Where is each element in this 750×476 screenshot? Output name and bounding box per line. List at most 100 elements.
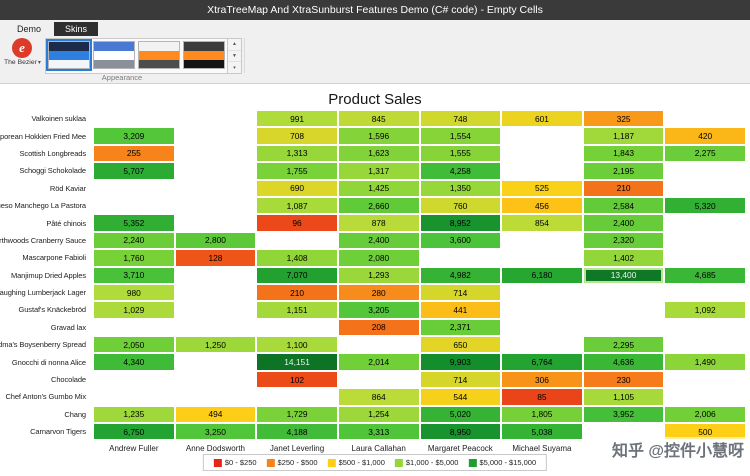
heatmap-cell[interactable]: 1,087: [257, 197, 337, 214]
heatmap-cell[interactable]: 714: [420, 371, 501, 388]
heatmap-cell[interactable]: 5,320: [665, 197, 745, 214]
heatmap-cell[interactable]: 208: [338, 319, 419, 336]
heatmap-cell[interactable]: 2,006: [665, 406, 745, 423]
heatmap-cell[interactable]: 102: [257, 371, 337, 388]
heatmap-cell[interactable]: 878: [338, 215, 419, 231]
heatmap-cell[interactable]: 2,584: [583, 197, 664, 214]
gallery-scroll-up-button[interactable]: ▲: [228, 39, 241, 51]
heatmap-cell[interactable]: 2,080: [338, 250, 419, 266]
heatmap-cell[interactable]: 210: [583, 180, 664, 196]
heatmap-cell[interactable]: 1,596: [338, 128, 419, 144]
tab-skins[interactable]: Skins: [54, 22, 99, 36]
heatmap-cell[interactable]: 4,636: [583, 354, 664, 370]
heatmap-cell[interactable]: 2,195: [583, 163, 664, 179]
heatmap-cell[interactable]: 544: [420, 389, 501, 405]
heatmap-cell[interactable]: 2,050: [94, 337, 174, 353]
heatmap-cell[interactable]: 748: [420, 111, 501, 127]
heatmap-cell[interactable]: 5,707: [94, 163, 174, 179]
heatmap-cell[interactable]: 1,105: [583, 389, 664, 405]
heatmap-cell[interactable]: 8,950: [420, 424, 501, 440]
heatmap-cell[interactable]: 991: [257, 111, 337, 127]
heatmap-cell[interactable]: 601: [502, 111, 582, 127]
heatmap-cell[interactable]: 1,554: [420, 128, 501, 144]
heatmap-cell[interactable]: 7,070: [257, 267, 337, 283]
heatmap-cell[interactable]: 1,408: [257, 250, 337, 266]
heatmap-cell[interactable]: 1,254: [338, 406, 419, 423]
skin-thumbnail[interactable]: [138, 41, 180, 69]
heatmap-cell[interactable]: 690: [257, 180, 337, 196]
heatmap-cell[interactable]: 6,764: [502, 354, 582, 370]
heatmap-cell[interactable]: 3,600: [420, 232, 501, 249]
heatmap-cell[interactable]: 6,180: [502, 267, 582, 283]
heatmap-cell[interactable]: 2,400: [583, 215, 664, 231]
heatmap-cell[interactable]: 1,843: [583, 145, 664, 162]
heatmap-cell[interactable]: 9,903: [420, 354, 501, 370]
heatmap-cell[interactable]: 2,400: [338, 232, 419, 249]
heatmap-cell[interactable]: 4,188: [257, 424, 337, 440]
heatmap-cell[interactable]: 2,800: [175, 232, 256, 249]
heatmap-cell[interactable]: 2,371: [420, 319, 501, 336]
heatmap-cell[interactable]: 1,555: [420, 145, 501, 162]
heatmap-cell[interactable]: 2,240: [94, 232, 174, 249]
heatmap-cell[interactable]: 845: [338, 111, 419, 127]
heatmap-cell[interactable]: 3,209: [94, 128, 174, 144]
heatmap-cell[interactable]: 708: [257, 128, 337, 144]
heatmap-cell[interactable]: 3,313: [338, 424, 419, 440]
heatmap-cell[interactable]: 96: [257, 215, 337, 231]
heatmap-cell[interactable]: 255: [94, 145, 174, 162]
heatmap-cell[interactable]: 420: [665, 128, 745, 144]
heatmap-cell[interactable]: 1,317: [338, 163, 419, 179]
heatmap-cell[interactable]: 1,250: [175, 337, 256, 353]
heatmap-cell[interactable]: 2,660: [338, 197, 419, 214]
heatmap-cell[interactable]: 14,151: [257, 354, 337, 370]
heatmap-cell[interactable]: 1,755: [257, 163, 337, 179]
heatmap-cell[interactable]: 980: [94, 284, 174, 301]
heatmap-cell[interactable]: 441: [420, 302, 501, 318]
heatmap-cell[interactable]: 864: [338, 389, 419, 405]
heatmap-cell[interactable]: 3,205: [338, 302, 419, 318]
heatmap-cell[interactable]: 4,340: [94, 354, 174, 370]
heatmap-cell[interactable]: 1,293: [338, 267, 419, 283]
heatmap-cell[interactable]: 1,235: [94, 406, 174, 423]
current-skin-button[interactable]: e The Bezier▾: [4, 38, 41, 66]
heatmap-cell[interactable]: 3,250: [175, 424, 256, 440]
heatmap-cell[interactable]: 1,729: [257, 406, 337, 423]
heatmap-cell[interactable]: 1,623: [338, 145, 419, 162]
heatmap-cell[interactable]: 1,092: [665, 302, 745, 318]
heatmap-cell[interactable]: 1,490: [665, 354, 745, 370]
tab-demo[interactable]: Demo: [17, 24, 42, 34]
heatmap-cell[interactable]: 210: [257, 284, 337, 301]
heatmap-cell[interactable]: 1,029: [94, 302, 174, 318]
heatmap-cell[interactable]: 3,710: [94, 267, 174, 283]
heatmap-cell[interactable]: 3,952: [583, 406, 664, 423]
heatmap-cell[interactable]: 85: [502, 389, 582, 405]
heatmap-cell[interactable]: 2,275: [665, 145, 745, 162]
heatmap-cell[interactable]: 760: [420, 197, 501, 214]
heatmap-cell[interactable]: 1,100: [257, 337, 337, 353]
heatmap-cell[interactable]: 8,952: [420, 215, 501, 231]
skin-thumbnail[interactable]: [183, 41, 225, 69]
heatmap-cell[interactable]: 650: [420, 337, 501, 353]
heatmap-cell[interactable]: 1,402: [583, 250, 664, 266]
heatmap-cell[interactable]: 456: [502, 197, 582, 214]
heatmap-cell[interactable]: 5,038: [502, 424, 582, 440]
heatmap-cell[interactable]: 2,014: [338, 354, 419, 370]
heatmap-cell[interactable]: 1,760: [94, 250, 174, 266]
heatmap-cell[interactable]: 5,020: [420, 406, 501, 423]
heatmap-cell[interactable]: 500: [665, 424, 745, 440]
gallery-scroll-down-button[interactable]: ▼: [228, 51, 241, 63]
skin-thumbnail[interactable]: [46, 39, 92, 71]
heatmap-cell[interactable]: 854: [502, 215, 582, 231]
heatmap-cell[interactable]: 1,805: [502, 406, 582, 423]
heatmap-cell[interactable]: 13,400: [583, 267, 664, 283]
skin-thumbnail[interactable]: [93, 41, 135, 69]
heatmap-cell[interactable]: 2,320: [583, 232, 664, 249]
heatmap-cell[interactable]: 2,295: [583, 337, 664, 353]
heatmap-cell[interactable]: 1,151: [257, 302, 337, 318]
heatmap-cell[interactable]: 1,187: [583, 128, 664, 144]
gallery-dropdown-button[interactable]: ▾: [233, 64, 236, 71]
heatmap-cell[interactable]: 306: [502, 371, 582, 388]
heatmap-cell[interactable]: 494: [175, 406, 256, 423]
heatmap-cell[interactable]: 714: [420, 284, 501, 301]
heatmap-cell[interactable]: 1,313: [257, 145, 337, 162]
